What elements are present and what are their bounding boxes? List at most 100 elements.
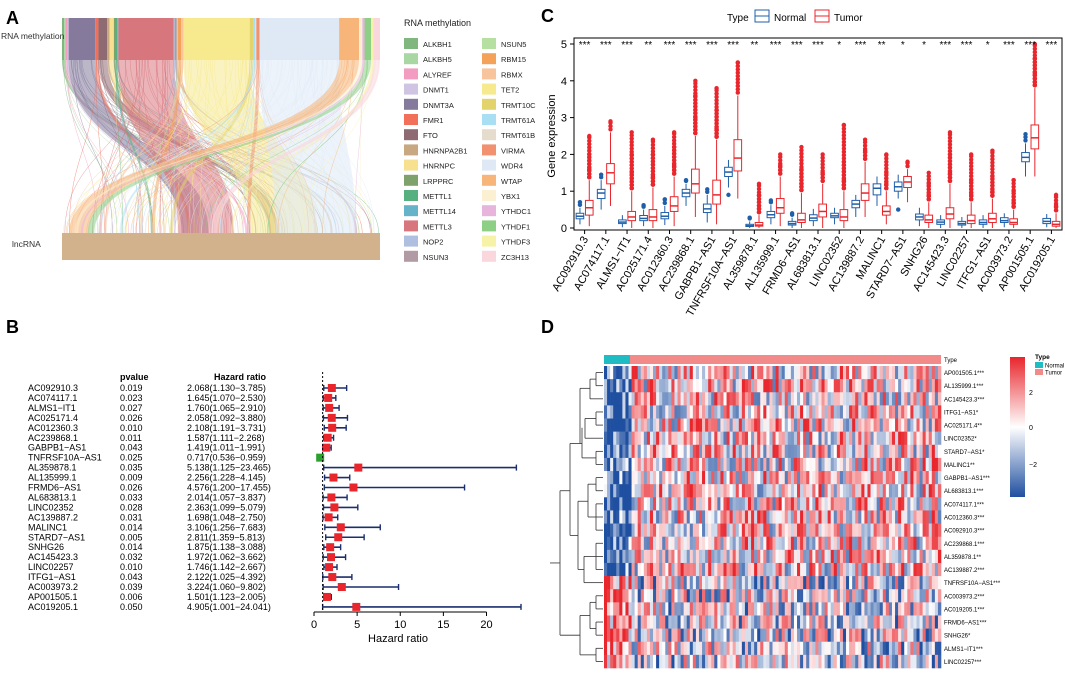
heatmap-cell (711, 537, 714, 550)
heatmap-cell (687, 602, 690, 615)
heatmap-cell (671, 445, 674, 458)
heatmap-cell (610, 497, 613, 510)
heatmap-cell (650, 419, 653, 432)
heatmap-cell (785, 602, 788, 615)
heatmap-cell (717, 537, 720, 550)
heatmap-cell (708, 589, 711, 602)
heatmap-cell (616, 392, 619, 405)
heatmap-cell (889, 589, 892, 602)
heatmap-cell (733, 497, 736, 510)
heatmap-cell (766, 602, 769, 615)
boxplot-significance: *** (770, 40, 782, 51)
heatmap-cell (809, 550, 812, 563)
heatmap-cell (861, 537, 864, 550)
heatmap-cell (665, 550, 668, 563)
heatmap-cell (883, 589, 886, 602)
heatmap-cell (745, 445, 748, 458)
heatmap-cell (662, 615, 665, 628)
heatmap-cell (782, 629, 785, 642)
heatmap-cell (714, 642, 717, 655)
heatmap-cell (678, 392, 681, 405)
heatmap-cell (874, 471, 877, 484)
heatmap-cell (742, 629, 745, 642)
forest-point (330, 503, 338, 511)
heatmap-cell (736, 602, 739, 615)
heatmap-cell (864, 615, 867, 628)
heatmap-cell (904, 615, 907, 628)
heatmap-cell (822, 379, 825, 392)
heatmap-cell (907, 366, 910, 379)
heatmap-cell (834, 445, 837, 458)
heatmap-cell (687, 615, 690, 628)
heatmap-cell (843, 576, 846, 589)
heatmap-cell (766, 497, 769, 510)
heatmap-cell (754, 445, 757, 458)
heatmap-cell (619, 537, 622, 550)
heatmap-cell (932, 615, 935, 628)
heatmap-cell (693, 432, 696, 445)
heatmap-cell (641, 629, 644, 642)
heatmap-cell (861, 524, 864, 537)
heatmap-cell (806, 602, 809, 615)
heatmap-cell (926, 589, 929, 602)
box-body (925, 215, 933, 222)
heatmap-cell (604, 497, 607, 510)
box-body (670, 197, 678, 212)
heatmap-cell (840, 405, 843, 418)
heatmap-cell (681, 655, 684, 668)
heatmap-cell (926, 524, 929, 537)
heatmap-cell (785, 524, 788, 537)
heatmap-cell (843, 458, 846, 471)
heatmap-cell (763, 589, 766, 602)
heatmap-cell (684, 405, 687, 418)
heatmap-cell (846, 629, 849, 642)
heatmap-cell (641, 510, 644, 523)
heatmap-cell (803, 550, 806, 563)
legend-swatch (482, 205, 496, 216)
heatmap-cell (812, 484, 815, 497)
heatmap-cell (647, 432, 650, 445)
heatmap-cell (714, 497, 717, 510)
heatmap-cell (800, 655, 803, 668)
heatmap-cell (650, 576, 653, 589)
heatmap-cell (708, 405, 711, 418)
heatmap-cell (929, 405, 932, 418)
heatmap-cell (760, 484, 763, 497)
heatmap-cell (632, 602, 635, 615)
heatmap-cell (717, 484, 720, 497)
heatmap-cell (638, 563, 641, 576)
heatmap-cell (650, 550, 653, 563)
heatmap-cell (638, 419, 641, 432)
heatmap-cell (671, 524, 674, 537)
heatmap-cell (656, 589, 659, 602)
heatmap-cell (616, 589, 619, 602)
heatmap-cell (776, 497, 779, 510)
heatmap-cell (843, 602, 846, 615)
heatmap-cell (926, 445, 929, 458)
heatmap-cell (889, 497, 892, 510)
heatmap-cell (889, 524, 892, 537)
heatmap-cell (929, 537, 932, 550)
heatmap-cell (671, 497, 674, 510)
heatmap-cell (668, 432, 671, 445)
heatmap-cell (815, 432, 818, 445)
heatmap-cell (828, 589, 831, 602)
heatmap-cell (779, 471, 782, 484)
legend-label: YTHDC1 (501, 207, 531, 216)
heatmap-cell (708, 497, 711, 510)
heatmap-cell (843, 366, 846, 379)
heatmap-cell (708, 602, 711, 615)
heatmap-cell (736, 458, 739, 471)
heatmap-cell (613, 602, 616, 615)
heatmap-cell (840, 589, 843, 602)
heatmap-cell (662, 405, 665, 418)
heatmap-cell (739, 524, 742, 537)
heatmap-cell (727, 484, 730, 497)
heatmap-cell (812, 655, 815, 668)
heatmap-cell (840, 379, 843, 392)
heatmap-cell (635, 366, 638, 379)
heatmap-cell (635, 445, 638, 458)
legend-label: WTAP (501, 177, 522, 186)
heatmap-cell (717, 524, 720, 537)
heatmap-cell (723, 379, 726, 392)
